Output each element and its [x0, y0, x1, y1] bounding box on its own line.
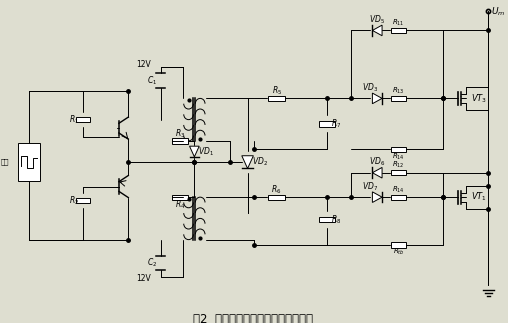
Bar [391, 170, 406, 175]
Text: 图2  正激式不对称半桥隔离驱动电路: 图2 正激式不对称半桥隔离驱动电路 [194, 313, 313, 323]
Text: $VT_1$: $VT_1$ [471, 191, 487, 203]
Polygon shape [372, 93, 382, 104]
Text: $VT_3$: $VT_3$ [471, 92, 487, 105]
Polygon shape [372, 167, 382, 178]
Text: $R_6$: $R_6$ [271, 183, 282, 196]
Text: $VD_3$: $VD_3$ [362, 81, 378, 94]
Bar [268, 96, 285, 101]
Text: $R_{14}$: $R_{14}$ [392, 185, 405, 195]
Text: $C_1$: $C_1$ [147, 74, 157, 87]
Bar [319, 217, 335, 222]
Text: $R_{11}$: $R_{11}$ [392, 18, 405, 28]
Text: $R_2$: $R_2$ [69, 194, 79, 207]
Text: $R_{13}$: $R_{13}$ [392, 86, 405, 96]
Text: $VD_1$: $VD_1$ [198, 145, 214, 158]
Polygon shape [372, 25, 382, 36]
Text: $VD_2$: $VD_2$ [252, 156, 268, 168]
Bar [76, 117, 90, 122]
Text: $R_4$: $R_4$ [175, 198, 185, 211]
Bar [172, 194, 187, 200]
Bar [391, 194, 406, 200]
Polygon shape [372, 192, 382, 203]
Text: $VD_6$: $VD_6$ [369, 156, 386, 168]
Text: $R_8$: $R_8$ [331, 213, 342, 226]
Bar [18, 143, 40, 181]
Bar [391, 96, 406, 101]
Text: $R_5$: $R_5$ [271, 85, 282, 97]
Text: $R_{12}$: $R_{12}$ [392, 160, 405, 171]
Polygon shape [242, 156, 253, 169]
Text: $VD_7$: $VD_7$ [362, 180, 378, 193]
Polygon shape [189, 146, 199, 157]
Text: $R_7$: $R_7$ [331, 118, 342, 130]
Bar [391, 147, 406, 152]
Text: $R_1$: $R_1$ [69, 113, 79, 126]
Text: $C_2$: $C_2$ [147, 257, 157, 269]
Text: $R_{tb}$: $R_{tb}$ [393, 247, 404, 257]
Bar [391, 28, 406, 33]
Bar [319, 121, 335, 127]
Bar [391, 242, 406, 248]
Bar [76, 198, 90, 203]
Text: 12V: 12V [136, 275, 151, 283]
Text: $R_{14}$: $R_{14}$ [392, 152, 405, 162]
Text: 脉冲: 脉冲 [1, 159, 10, 165]
Text: $U_m$: $U_m$ [491, 5, 506, 17]
Text: $R_3$: $R_3$ [175, 127, 185, 140]
Text: 12V: 12V [136, 60, 151, 69]
Text: $VD_5$: $VD_5$ [369, 14, 385, 26]
Bar [268, 194, 285, 200]
Bar [172, 138, 187, 143]
